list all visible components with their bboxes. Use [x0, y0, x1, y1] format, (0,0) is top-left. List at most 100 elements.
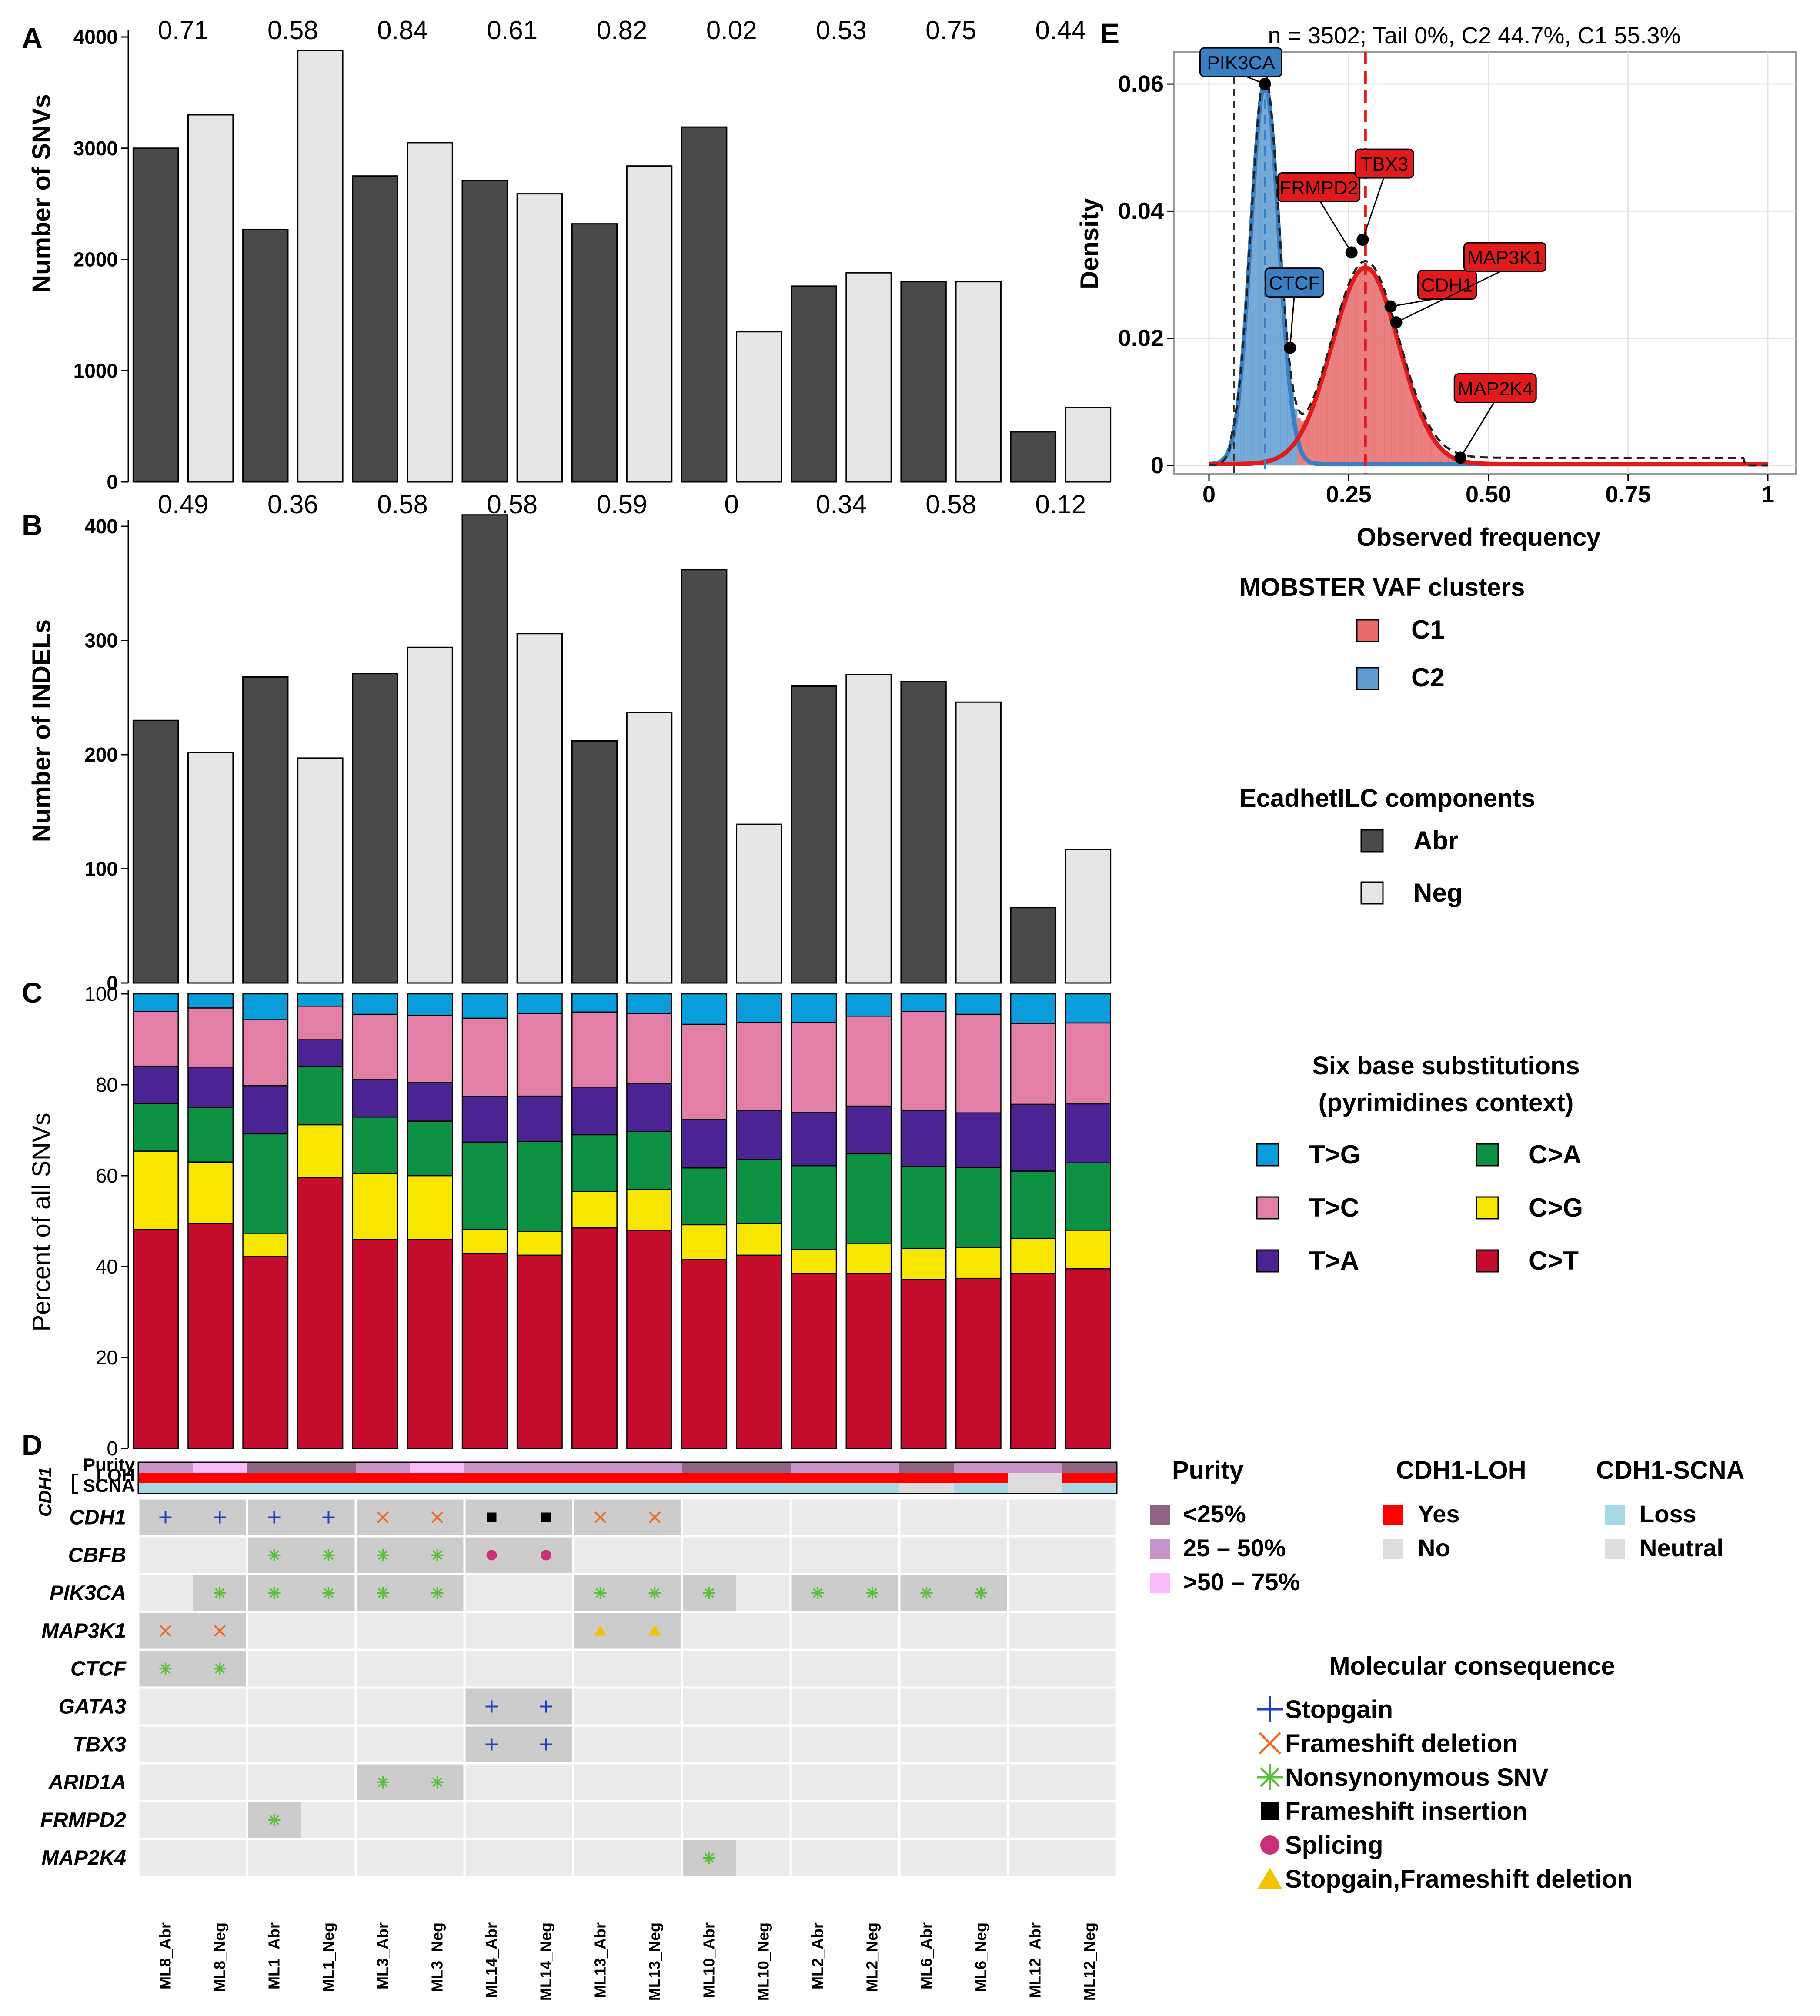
y-tick-label: 40 — [96, 1255, 118, 1278]
panel-label-b: B — [22, 509, 43, 541]
stack-C>G-ML14_Abr — [461, 1229, 508, 1254]
track-purity-ML3_Abr — [356, 1462, 411, 1473]
legend-loh-title: CDH1-LOH — [1396, 1456, 1526, 1484]
stack-T>A-ML10_Neg — [736, 1110, 782, 1160]
bottom-annotation: 0.49 — [158, 490, 209, 519]
top-annotation: 0.71 — [158, 16, 209, 45]
stack-T>C-ML1_Abr — [242, 1019, 289, 1087]
stack-C>A-ML3_Neg — [407, 1120, 453, 1177]
cell-bg — [574, 1802, 681, 1838]
gene-label-ARID1A: ARID1A — [48, 1771, 126, 1794]
gene-tag-PIK3CA — [1199, 47, 1282, 77]
gene-label-MAP3K1: MAP3K1 — [41, 1620, 126, 1643]
stopgain-icon — [1257, 1696, 1283, 1722]
hist-bin-c1 — [1351, 282, 1355, 465]
frameshift-deletion-icon — [1259, 1732, 1281, 1755]
curve-c1 — [1209, 265, 1768, 467]
cell-bg — [1009, 1764, 1116, 1800]
cdh1-bracket-label: CDH1 — [35, 1467, 55, 1517]
nonsynonymous-snv-icon — [322, 1549, 335, 1561]
cell-bg — [791, 1802, 898, 1838]
panel-e-xlabel: Observed frequency — [1357, 523, 1601, 552]
nonsynonymous-snv-icon — [920, 1587, 933, 1599]
cell-bg — [1009, 1651, 1116, 1687]
panel-b-ylabel: Number of INDELs — [27, 619, 56, 842]
stopgain-frameshift-icon — [594, 1625, 607, 1636]
gene-tag-MAP2K4 — [1453, 373, 1537, 403]
hist-bin-c2 — [1277, 227, 1281, 465]
stack-C>A-ML6_Abr — [900, 1166, 947, 1249]
gene-tag-label-MAP3K1: MAP3K1 — [1467, 247, 1543, 268]
track-loh-ML10_Abr — [682, 1473, 737, 1483]
hist-bin-c1 — [1408, 383, 1412, 465]
panel-b-indel-bars: Number of INDELs 0 100 200 300 400 — [27, 514, 1112, 994]
nonsynonymous-snv-icon — [811, 1587, 824, 1599]
legend-swatch-purity — [1150, 1539, 1170, 1559]
bar-ML1_Neg — [297, 50, 344, 483]
cell-bg — [900, 1613, 1007, 1649]
sample-label-ML1_Abr: ML1_Abr — [265, 1922, 283, 1989]
cell-bg — [1009, 1537, 1116, 1573]
legend-label-loh: No — [1418, 1534, 1450, 1561]
stack-C>A-ML2_Abr — [791, 1165, 837, 1250]
hist-bin-c1 — [1378, 285, 1382, 465]
track-scna-ML14_Abr — [464, 1483, 519, 1494]
stack-T>G-ML13_Neg — [626, 993, 673, 1014]
legend-label-purity: 25 – 50% — [1183, 1534, 1286, 1561]
stack-C>A-ML2_Neg — [845, 1153, 892, 1245]
stack-T>C-ML3_Neg — [407, 1015, 453, 1083]
legend-swatch-C1 — [1356, 619, 1379, 642]
stack-C>T-ML2_Abr — [791, 1273, 837, 1449]
track-scna-ML8_Neg — [193, 1483, 247, 1494]
stack-C>T-ML14_Abr — [461, 1253, 508, 1449]
legend-swatch-loh — [1383, 1505, 1403, 1525]
gene-tag-label-CDH1: CDH1 — [1421, 275, 1473, 296]
track-purity-ML1_Neg — [301, 1462, 356, 1473]
legend-label-scna: Neutral — [1640, 1534, 1723, 1561]
hist-bin-c1 — [1381, 293, 1385, 465]
stopgain-frameshift-icon — [1258, 1868, 1282, 1889]
bar-ML12_Neg — [1065, 849, 1112, 984]
x-tick-label: 1 — [1761, 481, 1774, 508]
bar-ML14_Abr — [461, 514, 508, 984]
stack-T>G-ML2_Abr — [791, 993, 837, 1023]
stack-C>T-ML3_Neg — [407, 1239, 453, 1449]
gene-label-MAP2K4: MAP2K4 — [41, 1847, 126, 1870]
y-tick-label: 4000 — [73, 26, 118, 48]
cell-bg — [683, 1688, 790, 1725]
splicing-icon — [486, 1550, 497, 1561]
y-tick-label: 0.02 — [1118, 325, 1164, 351]
legend-label-consequence: Splicing — [1285, 1831, 1383, 1859]
stack-T>G-ML1_Abr — [242, 993, 289, 1020]
stack-T>C-ML1_Neg — [297, 1005, 344, 1040]
stack-T>C-ML3_Abr — [352, 1013, 398, 1080]
sample-label-ML8_Neg: ML8_Neg — [211, 1922, 229, 1992]
nonsynonymous-snv-icon — [377, 1549, 389, 1561]
stack-T>C-ML12_Neg — [1065, 1022, 1111, 1105]
track-loh-ML2_Abr — [791, 1473, 845, 1483]
gene-tag-label-CTCF: CTCF — [1269, 273, 1320, 294]
stack-C>G-ML12_Abr — [1010, 1237, 1056, 1274]
bar-ML8_Abr — [132, 147, 179, 483]
frameshift-insertion-icon — [541, 1512, 551, 1522]
legend-label-scna: Loss — [1640, 1500, 1696, 1528]
bar-ML1_Abr — [242, 228, 289, 483]
track-loh-ML12_Neg — [1062, 1473, 1117, 1483]
stack-T>A-ML14_Abr — [461, 1096, 508, 1143]
bottom-annotation: 0.12 — [1035, 490, 1086, 519]
hist-bin-c1 — [1337, 321, 1341, 465]
stack-T>A-ML14_Neg — [516, 1095, 563, 1142]
cell-bg — [1009, 1499, 1116, 1535]
track-loh-ML13_Abr — [573, 1473, 628, 1483]
sample-label-ML14_Neg: ML14_Neg — [537, 1922, 555, 2001]
stack-C>T-ML14_Neg — [516, 1254, 563, 1449]
gene-point-CTCF — [1284, 341, 1296, 354]
sample-label-ML6_Abr: ML6_Abr — [918, 1922, 935, 1989]
stack-C>T-ML8_Abr — [133, 1229, 179, 1449]
stack-C>T-ML13_Abr — [571, 1227, 618, 1449]
top-annotation: 0.75 — [925, 16, 976, 45]
bar-ML13_Abr — [571, 223, 618, 483]
legend-swatch-TtoA — [1256, 1249, 1279, 1273]
stopgain-icon — [540, 1738, 552, 1751]
stack-C>T-ML10_Neg — [736, 1254, 782, 1449]
